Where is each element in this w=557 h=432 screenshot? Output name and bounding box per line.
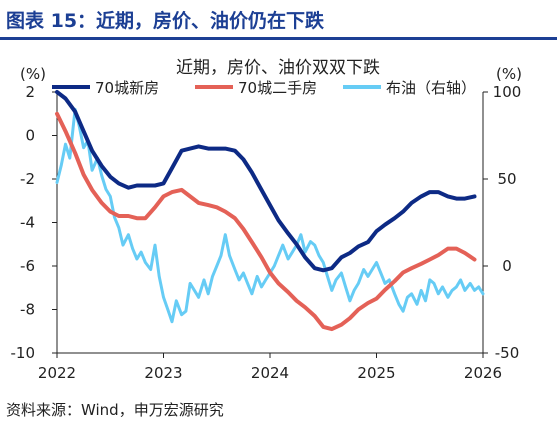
legend-item-new-home: 70城新房 [52,79,159,97]
figure-title: 图表 15：近期，房价、油价仍在下跌 [6,10,325,32]
legend: 70城新房 70城二手房 布油（右轴） [52,79,476,97]
left-axis-tick-label: -8 [20,301,35,319]
left-axis-tick-label: -2 [20,170,35,188]
chart-title: 近期，房价、油价双双下跌 [176,58,380,78]
right-axis-tick-label: 50 [497,170,516,188]
left-axis-tick-label: -4 [20,214,35,232]
x-axis-tick-label: 2026 [464,364,502,382]
left-axis-tick-label: -6 [20,257,35,275]
legend-item-second-hand: 70城二手房 [195,79,317,97]
x-axis-tick-label: 2024 [251,364,289,382]
left-axis-tick-label: 0 [25,127,35,145]
right-axis-tick-label: -50 [495,344,520,362]
x-axis-tick-label: 2022 [38,364,76,382]
legend-label-new-home: 70城新房 [95,79,159,97]
x-axis-tick-label: 2023 [144,364,182,382]
figure-header: 图表 15：近期，房价、油价仍在下跌 [0,0,557,40]
right-axis-tick-label: 0 [502,257,512,275]
source-note: 资料来源：Wind，申万宏源研究 [6,401,224,419]
right-axis-unit: (%) [496,65,522,83]
plot-area: 2 0 -2 -4 -6 -8 -10 100 50 0 -50 2022 2023 2024 2025 20… [11,83,522,382]
left-axis-tick-label: -10 [11,344,36,362]
legend-label-oil: 布油（右轴） [386,79,476,97]
series-line-second-hand [55,111,477,332]
left-axis-tick-label: 2 [25,83,35,101]
legend-item-oil: 布油（右轴） [343,79,476,97]
legend-label-second-hand: 70城二手房 [238,79,317,97]
line-chart: 近期，房价、油价双双下跌 (%) (%) 70城新房 70城二手房 布油（右轴）… [11,58,522,382]
series-line-new-home [55,90,477,273]
right-axis-tick-label: 100 [493,83,522,101]
left-axis-unit: (%) [20,65,46,83]
x-axis-tick-label: 2025 [357,364,395,382]
